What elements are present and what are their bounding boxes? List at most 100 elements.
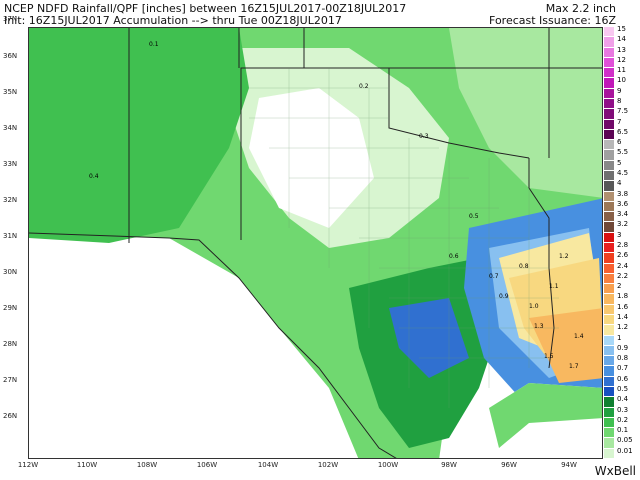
legend-label: 7 [617,117,622,126]
legend-row: 6.5 [604,127,640,141]
legend-row: 5.5 [604,148,640,161]
legend-swatch [604,191,614,202]
legend-swatch [604,222,614,233]
lon-label: 108W [136,461,158,469]
legend-row: 2.8 [604,241,640,254]
value-label: 0.1 [149,41,159,48]
legend-label: 1.8 [617,292,629,301]
legend-row: 3.8 [604,190,640,202]
legend-swatch [604,160,614,171]
legend-label: 0.1 [617,426,629,435]
legend-row: 2.6 [604,251,640,264]
legend-swatch [604,325,614,336]
mexico [29,273,358,458]
value-label: 0.4 [89,173,99,180]
legend-swatch [604,448,614,459]
legend-label: 6.5 [617,127,629,136]
legend-swatch [604,171,614,182]
legend-row: 7.5 [604,107,640,120]
legend-row: 0.05 [604,436,640,449]
legend-row: 6 [604,138,640,151]
legend-swatch [604,88,614,99]
max-label: Max 2.2 inch [545,2,616,15]
lat-label: 30N [3,268,18,276]
legend-row: 2 [604,282,640,295]
color-legend: 15 14 13 12 11 10 9 8 7.5 7 6.5 6 5.5 5 4.5 4 3.8 3.6 3.4 3… [604,25,640,459]
legend-label: 2.8 [617,241,629,249]
lat-label: 26N [3,412,18,420]
legend-label: 0.6 [617,374,629,383]
legend-swatch [604,376,614,387]
legend-swatch [604,366,614,377]
legend-label: 0.05 [617,436,633,445]
legend-swatch [604,68,614,79]
legend-swatch [604,212,614,223]
legend-label: 3 [617,230,622,239]
legend-row: 4.5 [604,169,640,182]
lat-label: 28N [3,340,18,348]
issuance-label: Forecast Issuance: 16Z [489,14,616,27]
legend-row: 1.6 [604,303,640,315]
legend-label: 11 [617,66,626,75]
legend-row: 0.9 [604,344,640,357]
legend-swatch [604,243,614,254]
legend-label: 2 [617,282,622,291]
legend-label: 0.3 [617,405,629,414]
legend-label: 4.5 [617,169,629,177]
legend-row: 9 [604,86,640,99]
legend-row: 2.2 [604,272,640,285]
legend-swatch [604,315,614,326]
lon-label: 94W [561,461,577,469]
legend-row: 0.8 [604,354,640,367]
lon-label: 110W [76,461,98,469]
lat-label: 31N [3,232,18,240]
legend-label: 0.01 [617,446,633,455]
legend-swatch [604,232,614,243]
legend-label: 5.5 [617,148,629,157]
legend-row: 11 [604,66,640,79]
legend-row: 8 [604,97,640,110]
legend-row: 1.2 [604,323,640,336]
legend-row: 0.7 [604,364,640,377]
legend-swatch [604,387,614,398]
legend-label: 9 [617,86,622,95]
state-borders [29,28,602,458]
legend-swatch [604,428,614,439]
legend-row: 0.01 [604,446,640,459]
legend-row: 1 [604,334,640,346]
value-label: 1.7 [569,363,579,370]
legend-label: 10 [617,76,626,85]
legend-swatch [604,407,614,418]
legend-label: 15 [617,25,626,33]
lat-label: 29N [3,304,18,312]
legend-label: 5 [617,158,622,167]
legend-label: 3.4 [617,210,629,219]
legend-label: 12 [617,55,626,64]
legend-swatch [604,397,614,408]
legend-row: 7 [604,117,640,130]
legend-swatch [604,253,614,264]
qpf-zone-mid [29,28,249,243]
legend-label: 0.2 [617,415,629,424]
legend-swatch [604,109,614,120]
legend-swatch [604,304,614,315]
value-label: 1.5 [544,353,554,360]
legend-label: 1.4 [617,313,629,321]
lat-label: 27N [3,376,18,384]
value-label: 0.9 [499,293,509,300]
legend-swatch [604,140,614,151]
legend-row: 3.6 [604,200,640,213]
legend-swatch [604,47,614,58]
legend-swatch [604,181,614,192]
legend-swatch [604,417,614,429]
legend-row: 0.5 [604,385,640,398]
legend-label: 0.5 [617,385,629,393]
lon-label: 98W [441,461,457,469]
legend-swatch [604,99,614,110]
value-label: 1.3 [534,323,544,330]
lon-label: 112W [17,461,39,469]
legend-row: 4 [604,179,640,192]
map-title: NCEP NDFD Rainfall/QPF [inches] between … [4,2,407,15]
gulf-coast-rain [489,383,602,448]
legend-swatch [604,356,614,367]
